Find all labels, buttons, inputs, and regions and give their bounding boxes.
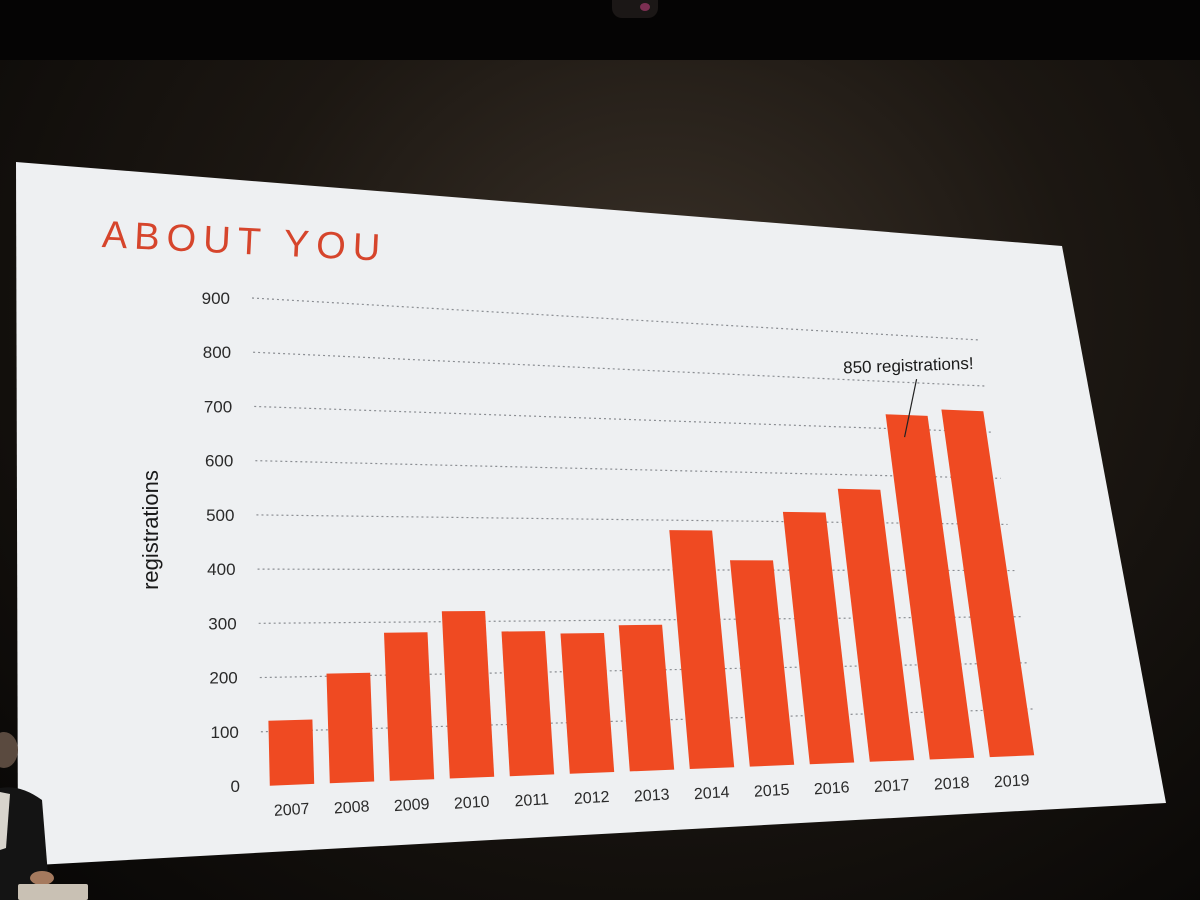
- x-tick-label: 2009: [393, 796, 430, 815]
- y-tick-label: 800: [203, 343, 231, 362]
- projector-lens: [640, 3, 650, 11]
- x-axis-ticks: 2007 2008 2009 2010 2011 2012 2013 2014 2015 2016…: [273, 772, 1030, 820]
- bar-2019: [941, 409, 1035, 758]
- bar-2012: [560, 633, 615, 774]
- bars: [268, 409, 1035, 786]
- bar-2010: [441, 611, 495, 779]
- presenter-silhouette: [0, 732, 54, 900]
- x-tick-label: 2016: [813, 779, 850, 798]
- bar-2007: [268, 719, 315, 786]
- bar-2011: [501, 631, 555, 777]
- bar-2013: [618, 624, 675, 772]
- x-tick-label: 2010: [453, 794, 490, 813]
- annotation-line: [903, 379, 918, 438]
- x-tick-label: 2007: [273, 801, 310, 820]
- y-axis-ticks: 0 100 200 300 400 500 600 700 800 900: [202, 289, 240, 796]
- y-tick-label: 0: [231, 777, 240, 796]
- bar-2014: [669, 530, 735, 769]
- x-tick-label: 2011: [514, 791, 549, 810]
- y-tick-label: 400: [207, 560, 235, 579]
- ceiling: [0, 0, 1200, 60]
- x-tick-label: 2013: [633, 786, 670, 805]
- gridline: [257, 568, 1015, 572]
- y-axis-label: registrations: [138, 470, 163, 590]
- x-tick-label: 2014: [693, 784, 730, 803]
- gridline: [256, 514, 1008, 526]
- annotation-label: 850 registrations!: [843, 354, 974, 378]
- bar-2009: [384, 632, 435, 781]
- x-tick-label: 2019: [993, 772, 1030, 791]
- gridline: [258, 616, 1022, 624]
- annotation: 850 registrations!: [843, 354, 974, 438]
- y-tick-label: 900: [202, 289, 230, 308]
- bar-2008: [326, 672, 375, 784]
- x-tick-label: 2015: [753, 782, 790, 801]
- y-tick-label: 100: [211, 723, 239, 742]
- y-tick-label: 200: [209, 669, 237, 688]
- bar-2015: [730, 560, 795, 767]
- podium: [18, 884, 88, 900]
- bar-2018: [885, 414, 975, 760]
- x-tick-label: 2008: [333, 798, 370, 817]
- y-tick-label: 500: [206, 506, 234, 525]
- y-tick-label: 700: [204, 397, 232, 416]
- x-tick-label: 2018: [933, 775, 970, 794]
- gridline: [254, 405, 994, 433]
- gridline: [255, 460, 1001, 479]
- y-tick-label: 300: [208, 614, 236, 633]
- y-tick-label: 600: [205, 452, 233, 471]
- gridline: [251, 297, 981, 341]
- x-tick-label: 2017: [873, 777, 910, 796]
- bar-2017: [837, 488, 915, 762]
- bar-2016: [782, 511, 855, 765]
- x-tick-label: 2012: [573, 789, 610, 808]
